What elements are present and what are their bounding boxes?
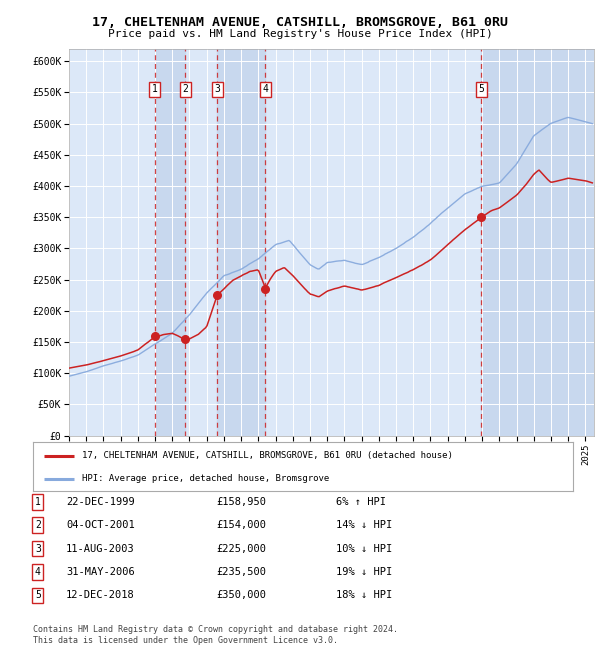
- Text: 12-DEC-2018: 12-DEC-2018: [66, 590, 135, 601]
- Text: 31-MAY-2006: 31-MAY-2006: [66, 567, 135, 577]
- Text: 4: 4: [262, 84, 268, 94]
- Text: 17, CHELTENHAM AVENUE, CATSHILL, BROMSGROVE, B61 0RU: 17, CHELTENHAM AVENUE, CATSHILL, BROMSGR…: [92, 16, 508, 29]
- Bar: [481, 49, 594, 436]
- Text: Price paid vs. HM Land Registry's House Price Index (HPI): Price paid vs. HM Land Registry's House …: [107, 29, 493, 38]
- Text: 11-AUG-2003: 11-AUG-2003: [66, 543, 135, 554]
- Text: 1: 1: [35, 497, 41, 507]
- Text: 10% ↓ HPI: 10% ↓ HPI: [336, 543, 392, 554]
- Text: £350,000: £350,000: [216, 590, 266, 601]
- Text: 22-DEC-1999: 22-DEC-1999: [66, 497, 135, 507]
- Text: 17, CHELTENHAM AVENUE, CATSHILL, BROMSGROVE, B61 0RU (detached house): 17, CHELTENHAM AVENUE, CATSHILL, BROMSGR…: [82, 451, 452, 460]
- Text: HPI: Average price, detached house, Bromsgrove: HPI: Average price, detached house, Brom…: [82, 474, 329, 483]
- Text: 4: 4: [35, 567, 41, 577]
- Text: 14% ↓ HPI: 14% ↓ HPI: [336, 520, 392, 530]
- Text: £235,500: £235,500: [216, 567, 266, 577]
- Text: 5: 5: [478, 84, 484, 94]
- Text: £225,000: £225,000: [216, 543, 266, 554]
- Text: 04-OCT-2001: 04-OCT-2001: [66, 520, 135, 530]
- Text: 2: 2: [35, 520, 41, 530]
- Text: 3: 3: [214, 84, 220, 94]
- Text: 6% ↑ HPI: 6% ↑ HPI: [336, 497, 386, 507]
- Text: 2: 2: [182, 84, 188, 94]
- Bar: [155, 49, 185, 436]
- Text: 5: 5: [35, 590, 41, 601]
- Text: 1: 1: [152, 84, 157, 94]
- Text: £158,950: £158,950: [216, 497, 266, 507]
- Bar: [217, 49, 265, 436]
- Text: 3: 3: [35, 543, 41, 554]
- Text: 19% ↓ HPI: 19% ↓ HPI: [336, 567, 392, 577]
- Text: 18% ↓ HPI: 18% ↓ HPI: [336, 590, 392, 601]
- Text: Contains HM Land Registry data © Crown copyright and database right 2024.
This d: Contains HM Land Registry data © Crown c…: [33, 625, 398, 645]
- Text: £154,000: £154,000: [216, 520, 266, 530]
